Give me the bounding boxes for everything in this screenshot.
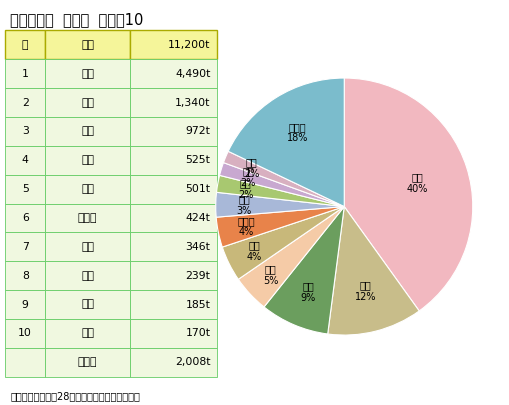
Text: 525t: 525t	[185, 155, 210, 165]
Text: 順: 順	[22, 40, 29, 50]
Bar	[130, 232, 216, 261]
Text: 全国のふき  収穫量  トップ10: 全国のふき 収穫量 トップ10	[10, 12, 144, 27]
Text: 3: 3	[22, 126, 29, 136]
Text: 千葉: 千葉	[81, 300, 94, 309]
Bar	[5, 175, 45, 204]
Wedge shape	[223, 151, 344, 207]
Text: 長野: 長野	[81, 271, 94, 281]
Text: 秋田: 秋田	[81, 242, 94, 252]
Text: 8: 8	[22, 271, 29, 281]
Wedge shape	[228, 78, 344, 207]
Wedge shape	[344, 78, 472, 311]
Bar	[130, 30, 216, 59]
Text: 1,340t: 1,340t	[175, 98, 210, 107]
Wedge shape	[327, 207, 418, 335]
Bar	[45, 348, 130, 377]
Bar	[130, 59, 216, 88]
Bar	[5, 146, 45, 175]
Text: 千葉
2%: 千葉 2%	[240, 166, 256, 188]
Bar	[45, 30, 130, 59]
Text: 6: 6	[22, 213, 29, 223]
Text: 長野
2%: 長野 2%	[237, 178, 253, 200]
Text: 愛媛: 愛媛	[81, 328, 94, 338]
Text: 4: 4	[22, 155, 29, 165]
Text: 185t: 185t	[185, 300, 210, 309]
Text: その他: その他	[78, 357, 97, 367]
Wedge shape	[238, 207, 344, 307]
Bar	[130, 146, 216, 175]
Bar	[130, 203, 216, 232]
Text: 大阪: 大阪	[81, 126, 94, 136]
Wedge shape	[215, 192, 344, 217]
Bar	[5, 261, 45, 290]
Wedge shape	[222, 207, 344, 279]
Bar	[45, 319, 130, 348]
Bar	[5, 59, 45, 88]
Bar	[45, 203, 130, 232]
Bar	[130, 348, 216, 377]
Text: 大阪
9%: 大阪 9%	[300, 281, 315, 303]
Bar	[45, 88, 130, 117]
Text: 5: 5	[22, 184, 29, 194]
Bar	[130, 117, 216, 146]
Text: 群馬: 群馬	[81, 98, 94, 107]
Bar	[5, 88, 45, 117]
Text: 秋田
3%: 秋田 3%	[236, 194, 251, 216]
Bar	[45, 146, 130, 175]
Text: 徳島
4%: 徳島 4%	[246, 241, 262, 262]
Text: 10: 10	[18, 328, 32, 338]
Bar	[45, 232, 130, 261]
Text: 11,200t: 11,200t	[167, 40, 210, 50]
Wedge shape	[216, 207, 344, 247]
Bar	[5, 232, 45, 261]
Text: 1: 1	[22, 69, 29, 79]
Text: 346t: 346t	[185, 242, 210, 252]
Text: 愛知
40%: 愛知 40%	[406, 172, 428, 194]
Wedge shape	[219, 163, 344, 207]
Text: 愛媛
2%: 愛媛 2%	[244, 157, 259, 179]
Text: 9: 9	[22, 300, 29, 309]
Text: 501t: 501t	[185, 184, 210, 194]
Bar	[5, 30, 45, 59]
Bar	[5, 319, 45, 348]
Bar	[45, 175, 130, 204]
Bar	[130, 88, 216, 117]
Text: 愛知: 愛知	[81, 69, 94, 79]
Bar	[45, 261, 130, 290]
Text: 福岡: 福岡	[81, 155, 94, 165]
Bar	[130, 290, 216, 319]
Bar	[45, 117, 130, 146]
Text: 239t: 239t	[185, 271, 210, 281]
Wedge shape	[216, 175, 344, 207]
Text: 7: 7	[22, 242, 29, 252]
Text: 福岡
5%: 福岡 5%	[263, 264, 278, 286]
Bar	[5, 348, 45, 377]
Text: 4,490t: 4,490t	[175, 69, 210, 79]
Text: 2: 2	[22, 98, 29, 107]
Bar	[130, 175, 216, 204]
Text: 農林水産省　平成28年産野菜生産出荷統計より: 農林水産省 平成28年産野菜生産出荷統計より	[10, 391, 140, 401]
Bar	[45, 290, 130, 319]
Text: 徳島: 徳島	[81, 184, 94, 194]
Text: 972t: 972t	[185, 126, 210, 136]
Text: 424t: 424t	[185, 213, 210, 223]
Bar	[5, 290, 45, 319]
Text: 170t: 170t	[185, 328, 210, 338]
Bar	[130, 261, 216, 290]
Text: その他
18%: その他 18%	[287, 122, 307, 143]
Text: 北海道
4%: 北海道 4%	[237, 216, 254, 237]
Text: 全国: 全国	[81, 40, 94, 50]
Text: 2,008t: 2,008t	[175, 357, 210, 367]
Bar	[130, 319, 216, 348]
Bar	[45, 59, 130, 88]
Bar	[5, 203, 45, 232]
Text: 群馬
12%: 群馬 12%	[354, 281, 376, 302]
Bar	[5, 117, 45, 146]
Wedge shape	[264, 207, 344, 334]
Text: 北海道: 北海道	[78, 213, 97, 223]
